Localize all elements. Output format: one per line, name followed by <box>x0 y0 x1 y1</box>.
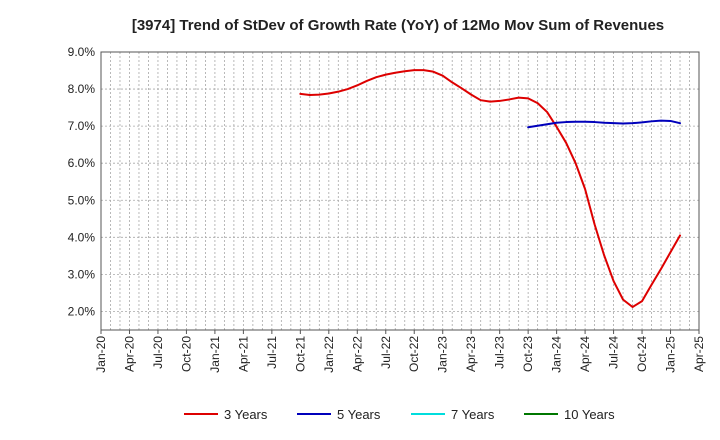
legend: 3 Years 5 Years 7 Years 10 Years <box>184 407 615 422</box>
legend-label-5-years: 5 Years <box>337 407 381 422</box>
y-tick-label: 2.0% <box>68 304 96 318</box>
y-tick-label: 3.0% <box>68 267 96 281</box>
legend-label-7-years: 7 Years <box>451 407 495 422</box>
series-line-5-years <box>527 119 682 129</box>
x-tick-label: Jan-25 <box>664 336 678 373</box>
x-tick-label: Oct-24 <box>635 336 649 372</box>
y-tick-label: 4.0% <box>68 230 96 244</box>
x-tick-label: Apr-25 <box>692 336 706 372</box>
x-tick-label: Jul-22 <box>379 336 393 369</box>
x-tick-label: Jul-21 <box>265 336 279 369</box>
legend-label-3-years: 3 Years <box>224 407 268 422</box>
x-tick-label: Oct-21 <box>293 336 307 372</box>
x-tick-label: Apr-21 <box>236 336 250 372</box>
x-tick-label: Oct-23 <box>521 336 535 372</box>
y-tick-label: 7.0% <box>68 119 96 133</box>
x-tick-label: Jan-21 <box>208 336 222 373</box>
chart-title: [3974] Trend of StDev of Growth Rate (Yo… <box>132 17 664 34</box>
x-tick-label: Oct-22 <box>407 336 421 372</box>
x-tick-label: Apr-23 <box>464 336 478 372</box>
x-tick-label: Jul-24 <box>607 336 621 369</box>
plot-area: 2.0% 3.0% 4.0% 5.0% 6.0% 7.0% 8.0% 9.0% Jan-20 Ap… <box>68 45 706 373</box>
x-tick-label: Jul-23 <box>493 336 507 369</box>
x-tick-label: Jul-20 <box>151 336 165 369</box>
x-tick-label: Apr-22 <box>350 336 364 372</box>
x-tick-label: Jan-23 <box>436 336 450 373</box>
legend-label-10-years: 10 Years <box>564 407 615 422</box>
y-tick-label: 9.0% <box>68 45 96 59</box>
x-tick-label: Jan-24 <box>550 336 564 373</box>
x-tick-label: Jan-22 <box>322 336 336 373</box>
y-tick-label: 8.0% <box>68 82 96 96</box>
y-tick-label: 6.0% <box>68 156 96 170</box>
y-tick-label: 5.0% <box>68 193 96 207</box>
x-tick-label: Apr-20 <box>122 336 136 372</box>
x-tick-label: Jan-20 <box>94 336 108 373</box>
plot-border <box>100 51 700 331</box>
x-tick-label: Apr-24 <box>578 336 592 372</box>
series-line-3-years <box>299 69 682 309</box>
x-tick-label: Oct-20 <box>179 336 193 372</box>
plot-background <box>101 52 699 330</box>
